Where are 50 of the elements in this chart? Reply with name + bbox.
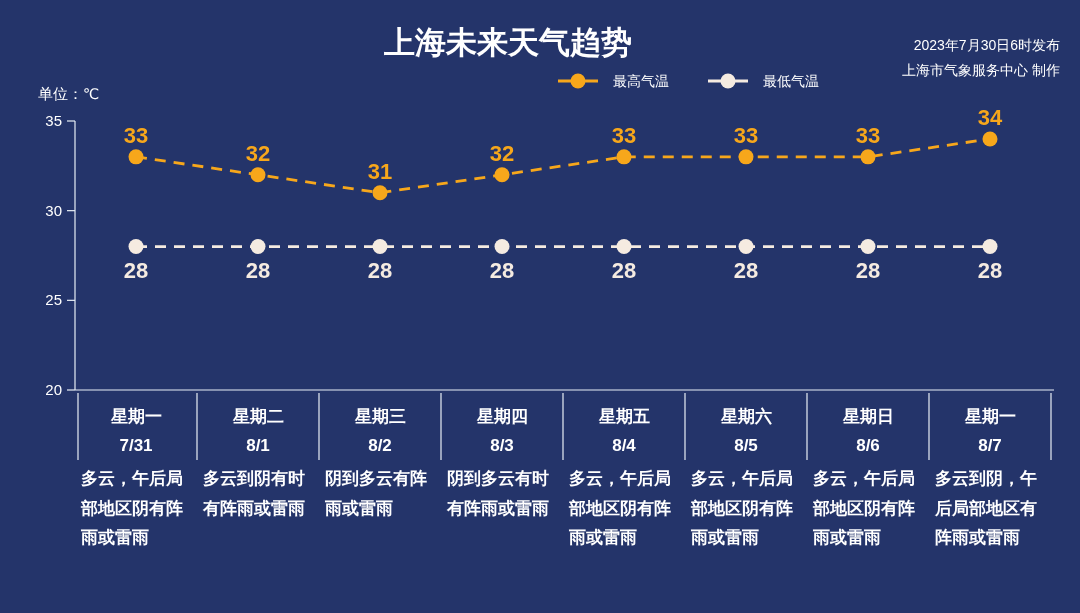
data-label: 28	[977, 257, 1003, 283]
point	[372, 239, 388, 255]
point	[982, 239, 998, 255]
data-label: 32	[245, 140, 271, 166]
x-tick-label: 星期二 8/1 多云到阴有时有阵雨或雷雨	[202, 407, 305, 517]
data-label: 33	[855, 122, 881, 148]
data-label: 28	[733, 257, 759, 283]
data-label: 33	[733, 122, 759, 148]
data-label: 28	[855, 257, 881, 283]
y-tick-label: 20	[45, 381, 62, 398]
text: 2023年7月30日6时发布	[913, 37, 1060, 53]
y-tick-label: 30	[45, 201, 62, 219]
x-tick-label: 星期日 8/6 多云，午后局部地区阴有阵雨或雷雨	[812, 407, 915, 546]
text: 上海市气象服务中心 制作	[902, 62, 1060, 78]
legend-label: 最低气温	[763, 73, 819, 89]
y-tick-label: 25	[45, 291, 62, 309]
x-tick-label: 星期四 8/3 阴到多云有时有阵雨或雷雨	[446, 407, 549, 517]
data-label: 31	[367, 158, 393, 184]
point	[616, 149, 632, 165]
chart-title: 上海未来天气趋势	[383, 25, 632, 60]
point	[494, 239, 510, 255]
data-label: 28	[611, 257, 637, 283]
point	[738, 149, 754, 165]
y-axis-title: 单位：℃	[38, 86, 100, 102]
point	[982, 131, 998, 147]
point	[616, 239, 632, 255]
point	[250, 167, 266, 183]
data-label: 28	[123, 257, 149, 283]
x-tick-label: 星期六 8/5 多云，午后局部地区阴有阵雨或雷雨	[690, 407, 793, 546]
point	[738, 239, 754, 255]
point	[128, 239, 144, 255]
data-label: 28	[367, 257, 393, 283]
x-tick-label: 星期五 8/4 多云，午后局部地区阴有阵雨或雷雨	[568, 407, 671, 546]
data-label: 33	[611, 122, 637, 148]
data-label: 33	[123, 122, 149, 148]
data-label: 32	[489, 140, 515, 166]
legend-label: 最高气温	[613, 73, 669, 89]
point	[372, 185, 388, 201]
point	[494, 167, 510, 183]
data-label: 28	[489, 257, 515, 283]
point	[860, 239, 876, 255]
x-tick-label: 星期一 7/31 多云，午后局部地区阴有阵雨或雷雨	[80, 407, 183, 546]
data-label: 34	[977, 104, 1003, 130]
data-label: 28	[245, 257, 271, 283]
point	[860, 149, 876, 165]
y-tick-label: 35	[45, 112, 62, 129]
point	[250, 239, 266, 255]
point	[128, 149, 144, 165]
x-tick-label: 星期一 8/7 多云到阴，午后局部地区有阵雨或雷雨	[934, 407, 1037, 546]
x-tick-label: 星期三 8/2 阴到多云有阵雨或雷雨	[324, 407, 427, 517]
